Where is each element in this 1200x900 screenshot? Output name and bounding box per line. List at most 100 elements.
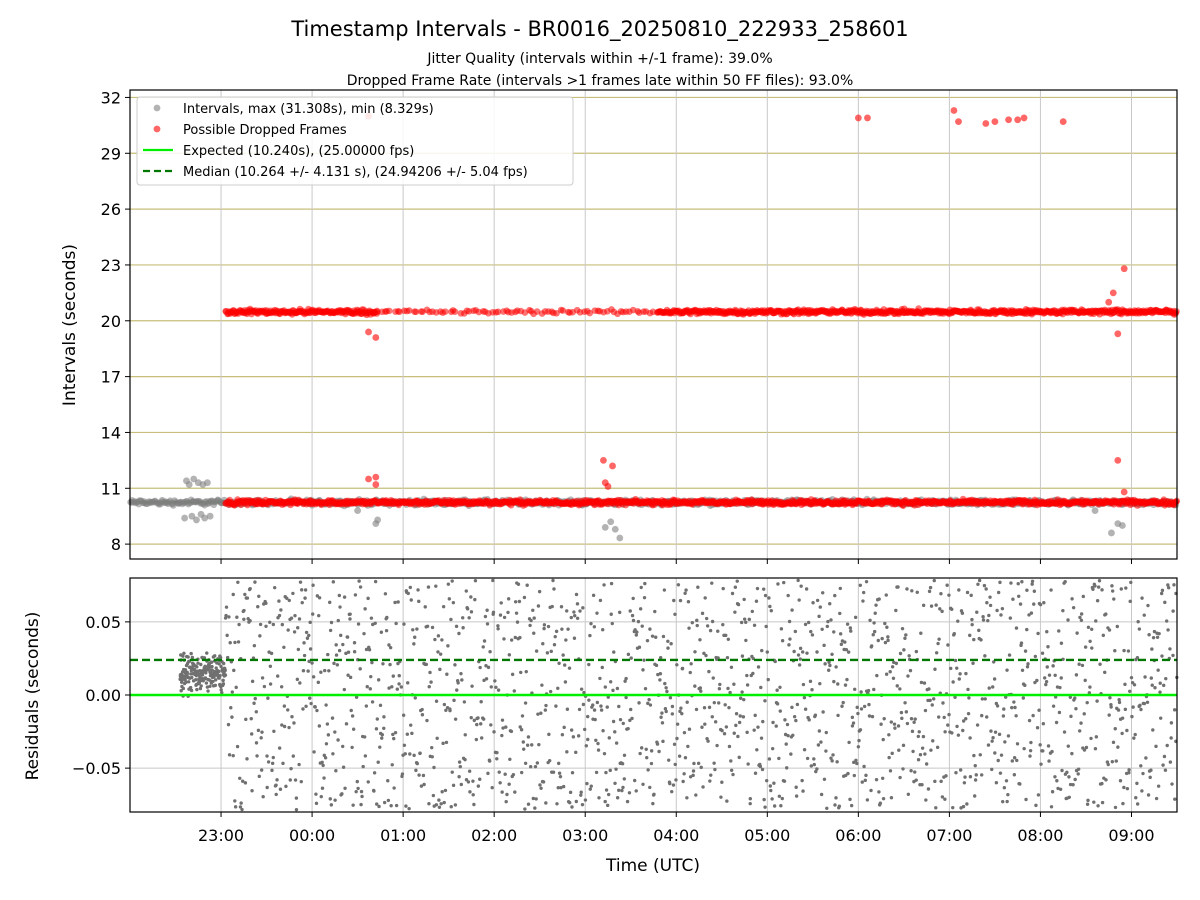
residual-point xyxy=(893,726,897,730)
residual-point xyxy=(752,623,757,628)
residual-point xyxy=(290,715,294,719)
residual-point xyxy=(450,579,454,583)
residual-point xyxy=(303,588,308,592)
residual-point xyxy=(326,652,330,657)
residual-point xyxy=(805,756,810,761)
residual-point xyxy=(949,666,953,671)
residual-point xyxy=(999,753,1004,757)
residual-point xyxy=(602,583,606,587)
residual-point xyxy=(929,604,934,608)
residual-point xyxy=(698,638,702,642)
residual-point xyxy=(194,678,198,682)
residual-point xyxy=(457,631,461,636)
residual-point xyxy=(621,785,625,790)
residual-point xyxy=(1128,689,1132,693)
residual-point xyxy=(675,736,679,741)
residual-point xyxy=(394,803,399,808)
legend-label: Expected (10.240s), (25.00000 fps) xyxy=(183,144,414,159)
residual-point xyxy=(281,761,285,766)
residual-point xyxy=(256,605,260,609)
residual-point xyxy=(977,578,982,583)
residual-point xyxy=(613,781,617,785)
residual-point xyxy=(1002,786,1007,790)
residual-point xyxy=(292,721,296,725)
residual-point xyxy=(661,739,665,744)
residual-point xyxy=(390,685,394,689)
residual-point xyxy=(831,753,835,757)
residual-point xyxy=(249,732,254,736)
residual-point xyxy=(407,806,411,811)
residual-point xyxy=(630,613,635,618)
residual-point xyxy=(1007,653,1012,657)
residual-point xyxy=(453,717,458,721)
residual-point xyxy=(551,770,556,774)
residual-point xyxy=(639,746,644,750)
residual-point xyxy=(307,633,311,638)
residual-point xyxy=(563,663,567,667)
residual-point xyxy=(1016,581,1020,586)
residual-point xyxy=(509,638,514,642)
residual-point xyxy=(189,688,194,693)
residual-point xyxy=(409,723,413,727)
residual-point xyxy=(788,637,792,641)
residual-point xyxy=(990,739,994,743)
residual-point xyxy=(581,702,586,707)
residual-point xyxy=(631,596,635,601)
residual-point xyxy=(791,733,795,737)
residual-point xyxy=(985,601,989,605)
residual-point xyxy=(1124,586,1128,590)
residual-point xyxy=(464,589,468,593)
residual-point xyxy=(612,650,616,654)
residual-point xyxy=(585,714,590,719)
residual-point xyxy=(534,649,539,653)
residual-point xyxy=(1025,665,1030,669)
residual-point xyxy=(940,609,944,614)
residual-point xyxy=(254,710,259,714)
residual-point xyxy=(730,591,735,596)
residual-point xyxy=(1079,721,1083,725)
residual-point xyxy=(939,592,943,596)
residual-point xyxy=(1095,599,1100,603)
residual-point xyxy=(756,665,761,669)
residual-point xyxy=(342,687,347,692)
residual-point xyxy=(625,799,630,804)
residual-point xyxy=(692,761,696,766)
residual-point xyxy=(968,633,972,638)
residual-point xyxy=(304,704,308,708)
residual-point xyxy=(841,700,845,705)
residual-point xyxy=(824,749,828,753)
residual-point xyxy=(838,611,842,616)
residual-point xyxy=(729,768,734,773)
intervals-y-tick-label: 29 xyxy=(101,144,121,163)
residual-point xyxy=(322,776,326,780)
residual-point xyxy=(1108,696,1112,700)
residual-point xyxy=(1042,601,1046,605)
residual-point xyxy=(345,635,350,639)
residual-point xyxy=(223,673,228,677)
residual-point xyxy=(733,585,738,589)
residual-point xyxy=(797,663,802,667)
residual-point xyxy=(845,677,849,682)
residual-point xyxy=(258,634,262,638)
residual-point xyxy=(845,622,850,626)
residual-point xyxy=(297,762,301,767)
residual-point xyxy=(320,786,325,790)
residual-point xyxy=(1006,734,1011,738)
dropped-frame-point xyxy=(1120,265,1128,273)
residual-point xyxy=(761,719,765,724)
residual-point xyxy=(706,739,710,743)
residual-point xyxy=(243,592,247,597)
dropped-frame-point xyxy=(365,328,372,336)
chart-subtitle-jitter: Jitter Quality (intervals within +/-1 fr… xyxy=(426,51,772,67)
residual-point xyxy=(565,609,569,613)
residual-point xyxy=(352,650,357,654)
residual-point xyxy=(983,654,987,658)
residual-point xyxy=(539,711,543,715)
residual-point xyxy=(337,593,342,598)
residual-point xyxy=(1004,779,1009,783)
residual-point xyxy=(1076,772,1080,776)
residual-point xyxy=(693,650,697,654)
residual-point xyxy=(500,733,504,738)
residual-point xyxy=(864,773,868,778)
residual-point xyxy=(259,768,264,772)
